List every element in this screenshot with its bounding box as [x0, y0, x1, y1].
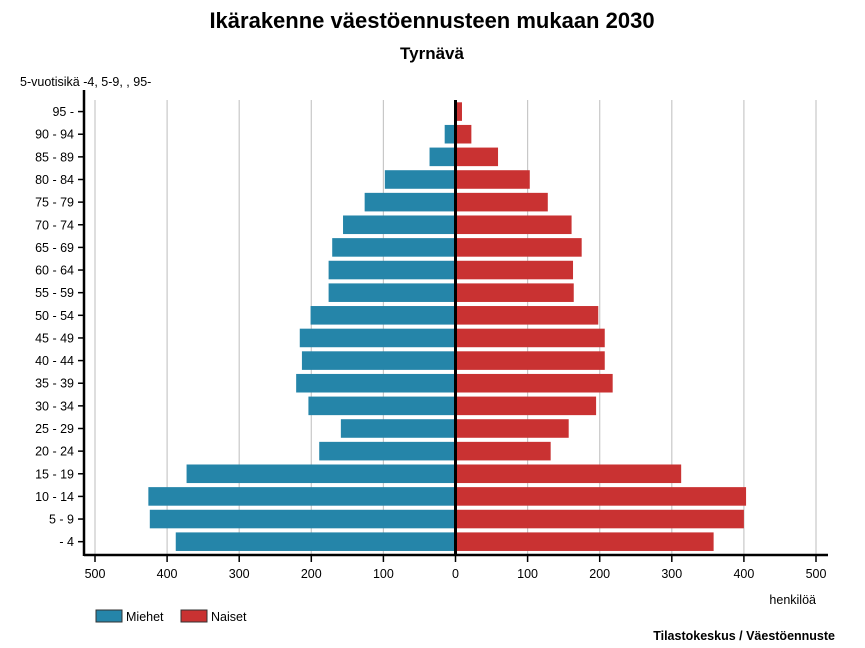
x-tick-label: 0	[452, 567, 459, 581]
x-axis-label: henkilöä	[769, 593, 816, 607]
y-tick-label: 85 - 89	[35, 150, 74, 164]
x-tick-label: 300	[229, 567, 250, 581]
bar-miehet	[328, 283, 456, 302]
y-tick-label: 25 - 29	[35, 422, 74, 436]
axes	[78, 90, 828, 562]
bar-miehet	[299, 328, 456, 348]
bar-miehet	[296, 373, 456, 393]
bar-naiset	[455, 532, 714, 551]
bar-naiset	[455, 419, 569, 438]
bar-miehet	[364, 192, 456, 212]
bar-miehet	[444, 124, 456, 144]
y-tick-label: 50 - 54	[35, 309, 74, 323]
x-tick-label: 300	[661, 567, 682, 581]
x-tick-label: 200	[589, 567, 610, 581]
bar-naiset	[455, 487, 747, 506]
y-tick-label: 80 - 84	[35, 173, 74, 187]
bar-miehet	[429, 147, 456, 167]
bar-miehet	[328, 260, 456, 280]
chart-subtitle: Tyrnävä	[400, 44, 464, 63]
x-tick-label: 200	[301, 567, 322, 581]
bar-naiset	[455, 238, 582, 257]
legend-swatch	[180, 609, 208, 623]
y-tick-label: 70 - 74	[35, 218, 74, 232]
y-tick-label: 95 -	[52, 105, 74, 119]
y-tick-label: 5 - 9	[49, 513, 74, 527]
bar-naiset	[455, 170, 530, 189]
y-tick-label: 65 - 69	[35, 241, 74, 255]
bar-miehet	[186, 464, 456, 484]
bar-naiset	[455, 441, 551, 461]
y-axis-label: 5-vuotisikä -4, 5-9, , 95-	[20, 75, 151, 89]
y-tick-label: 60 - 64	[35, 264, 74, 278]
bar-miehet	[343, 215, 456, 235]
y-tick-label: 20 - 24	[35, 445, 74, 459]
y-tick-label: 90 - 94	[35, 128, 74, 142]
chart-title: Ikärakenne väestöennusteen mukaan 2030	[209, 8, 654, 33]
bar-naiset	[455, 328, 605, 348]
bar-miehet	[319, 441, 456, 461]
x-tick-label: 500	[806, 567, 827, 581]
bar-miehet	[149, 509, 456, 529]
bar-naiset	[455, 509, 744, 529]
y-tick-label: 75 - 79	[35, 196, 74, 210]
source-note: Tilastokeskus / Väestöennuste	[653, 629, 835, 643]
y-tick-label: 30 - 34	[35, 399, 74, 413]
bar-naiset	[455, 464, 682, 484]
y-tick-label: 40 - 44	[35, 354, 74, 368]
y-tick-label: 10 - 14	[35, 490, 74, 504]
bar-naiset	[455, 192, 548, 212]
bar-naiset	[455, 283, 574, 302]
y-tick-label: 55 - 59	[35, 286, 74, 300]
bar-miehet	[301, 351, 456, 370]
x-tick-label: 100	[517, 567, 538, 581]
bar-miehet	[175, 532, 456, 551]
x-tick-label: 400	[157, 567, 178, 581]
y-tick-label: - 4	[59, 535, 74, 549]
x-tick-label: 500	[85, 567, 106, 581]
bar-naiset	[455, 373, 613, 393]
bar-naiset	[455, 215, 572, 235]
bar-naiset	[455, 396, 597, 416]
bar-naiset	[455, 124, 472, 144]
legend-label: Miehet	[126, 610, 164, 624]
bar-miehet	[148, 487, 456, 506]
bar-naiset	[455, 260, 574, 280]
bar-miehet	[308, 396, 456, 416]
bar-miehet	[332, 238, 456, 257]
legend-label: Naiset	[211, 610, 247, 624]
bar-naiset	[455, 102, 462, 121]
legend: Miehet Naiset	[95, 609, 247, 624]
bar-miehet	[310, 306, 456, 325]
y-tick-labels: - 4 5 - 9 10 - 14 15 - 19 20 - 24 25 - 29 30 -…	[35, 105, 74, 549]
y-tick-label: 35 - 39	[35, 377, 74, 391]
bar-naiset	[455, 147, 499, 167]
bars	[148, 102, 747, 551]
bar-miehet	[340, 419, 456, 438]
y-tick-label: 15 - 19	[35, 467, 74, 481]
bar-naiset	[455, 351, 605, 370]
y-tick-label: 45 - 49	[35, 331, 74, 345]
bar-naiset	[455, 306, 599, 325]
x-tick-label: 100	[373, 567, 394, 581]
legend-swatch	[95, 609, 123, 623]
x-tick-label: 400	[733, 567, 754, 581]
x-tick-labels: 500 400 300 200 100 0 100 200 300 400 500	[85, 567, 827, 581]
bar-miehet	[384, 170, 456, 189]
